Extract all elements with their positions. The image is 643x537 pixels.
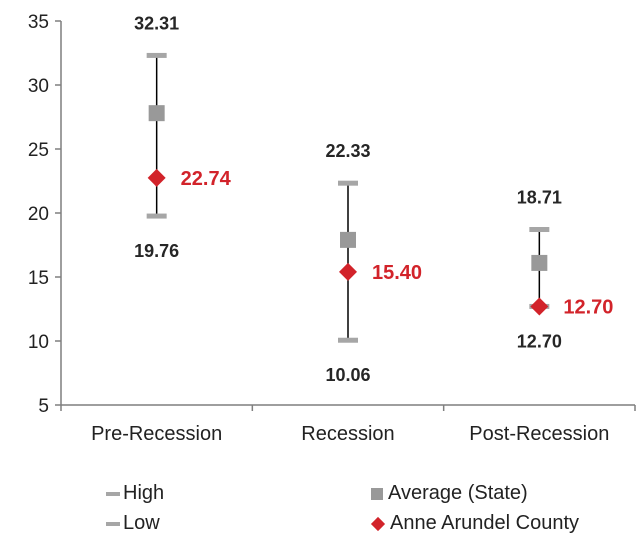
x-tick-label: Post-Recession [469,423,609,445]
county-data-label: 22.74 [181,168,232,190]
legend-average-symbol [371,487,383,500]
legend-high-label: High [123,482,165,504]
average-marker [531,254,548,271]
x-tick-label: Pre-Recession [91,423,222,445]
high-marker [529,227,550,233]
county-marker [530,297,549,316]
low-marker [146,213,167,219]
high-data-label: 18.71 [517,188,562,208]
average-marker [148,105,165,122]
axes: 5 10 15 20 25 30 35 Pre-Recession Recession Post-… [28,12,636,445]
y-tick-label: 20 [28,204,49,225]
low-marker [338,337,358,343]
high-data-label: 22.33 [325,141,370,161]
legend-high: High [106,482,164,505]
labels: 32.31 19.76 22.74 22.33 10.06 15.40 18.71 12.70… [134,13,613,385]
legend-county-symbol [370,516,386,531]
y-tick-label: 30 [28,76,49,97]
y-tick-label: 10 [28,332,49,353]
county-marker [147,168,166,187]
legend-high-symbol [106,491,120,496]
legend-county-label: Anne Arundel County [390,512,580,534]
high-data-label: 32.31 [134,13,179,33]
y-tick-label: 35 [28,12,49,33]
average-marker [340,231,356,248]
marks [146,52,550,343]
legend-low: Low [106,512,160,535]
low-data-label: 10.06 [325,365,370,385]
high-marker [338,180,358,186]
low-data-label: 12.70 [517,331,562,351]
high-marker [146,52,167,58]
legend-average-label: Average (State) [388,482,528,504]
county-data-label: 12.70 [563,296,613,318]
legend-low-label: Low [123,512,160,534]
county-data-label: 15.40 [372,262,422,284]
y-tick-label: 15 [28,268,49,289]
legend-average: Average (State) [371,482,528,505]
x-tick-label: Recession [301,423,394,445]
y-tick-label: 25 [28,140,49,161]
legend-low-symbol [106,521,120,526]
county-marker [339,262,357,281]
low-data-label: 19.76 [134,241,179,261]
legend-county: Anne Arundel County [370,512,580,535]
y-tick-label: 5 [38,396,49,417]
